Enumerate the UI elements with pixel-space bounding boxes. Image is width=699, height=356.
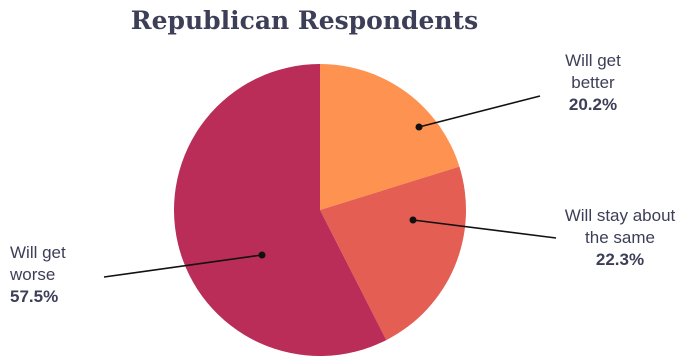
slice-label-will-get-worse: Will get worse 57.5% (0, 242, 98, 308)
slice-label-value: 22.3% (595, 250, 645, 269)
slice-label-will-stay-about-the-same: Will stay about the same 22.3% (545, 205, 695, 271)
pie-slice-will-stay-about-the-same (320, 166, 466, 341)
slice-label-value: 57.5% (10, 287, 59, 306)
pie-slice-will-get-worse (174, 64, 387, 356)
slice-label-name: better (571, 73, 615, 92)
leader-dot (258, 251, 266, 259)
slice-label-will-get-better: Will get better 20.2% (548, 50, 638, 116)
leader-line (418, 95, 541, 128)
slice-label-name: Will stay about (564, 206, 676, 225)
slice-label-name: worse (10, 265, 56, 284)
leader-dot (409, 216, 417, 224)
pie-slice-will-get-better (320, 64, 460, 210)
slice-label-name: Will get (10, 243, 66, 262)
chart-title: Republican Respondents (130, 6, 479, 35)
slice-label-name: the same (585, 228, 655, 247)
leader-line (412, 219, 557, 239)
leader-dot (415, 123, 423, 131)
slice-label-value: 20.2% (568, 95, 618, 114)
leader-line (103, 254, 263, 278)
slice-label-name: Will get (565, 51, 621, 70)
